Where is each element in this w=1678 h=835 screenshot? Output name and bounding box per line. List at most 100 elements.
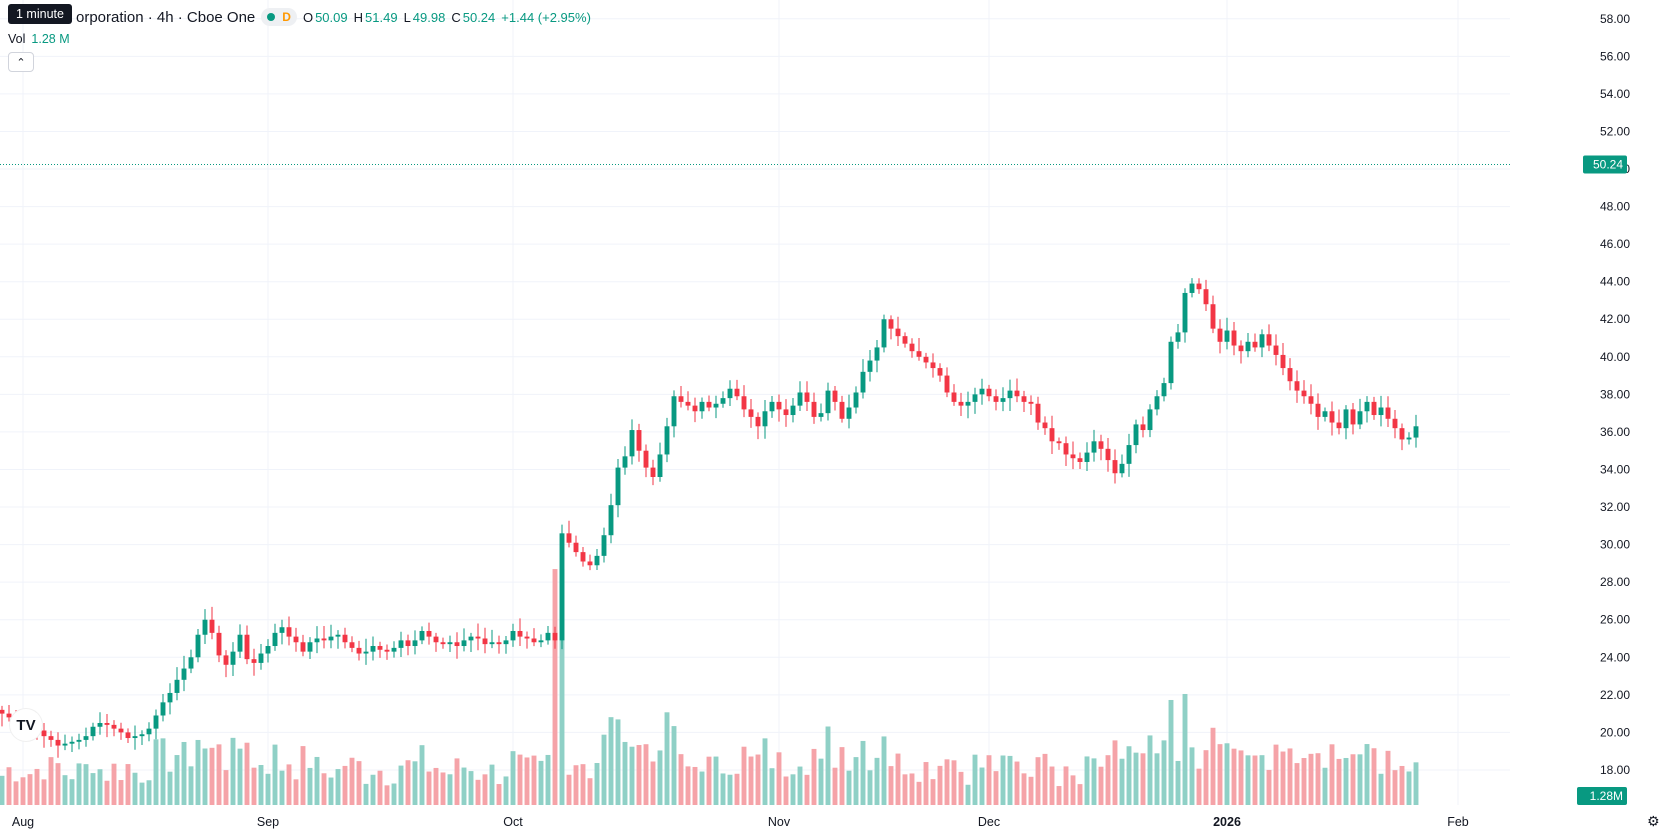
volume-bar [965,784,971,805]
volume-bar [440,772,446,805]
volume-bar [230,737,236,805]
last-volume-badge [1577,787,1627,805]
volume-bar [923,762,929,805]
close-value: 50.24 [462,9,496,25]
candle-body [216,632,222,656]
volume-bar [391,783,397,805]
candle-body [1112,460,1118,474]
volume-bar [657,750,663,805]
price-tick-label: 58.00 [1600,12,1630,26]
volume-bar [1238,750,1244,805]
volume-bar [307,767,313,805]
volume-bar [398,765,404,805]
candle-body [125,732,131,739]
volume-bar [83,764,89,805]
candle-body [783,409,789,416]
candle-body [937,368,943,376]
volume-bar [594,763,600,805]
volume-bar [769,768,775,805]
volume-bar [860,740,866,805]
candle-body [1007,390,1013,399]
price-tick-label: 46.00 [1600,237,1630,251]
candle-body [300,642,306,652]
volume-bar [1406,771,1412,805]
candle-body [902,336,908,344]
candle-body [426,630,432,637]
candle-body [167,692,173,703]
candle-body [377,646,383,650]
volume-bar [881,736,887,805]
candle-body [1336,422,1342,429]
volume-bar [559,569,565,805]
candle-body [573,542,579,553]
candle-body [1364,401,1370,412]
close-label: C [451,9,461,25]
candle-body [1385,407,1391,419]
volume-bar [944,759,950,805]
volume-bar [48,757,54,805]
candle-body [1252,341,1258,348]
candle-body [685,401,691,406]
volume-bar [174,755,180,805]
candle-body [1042,422,1048,429]
price-tick-label: 44.00 [1600,275,1630,289]
collapse-legend-button[interactable]: ⌃ [8,52,34,72]
volume-bar [1371,748,1377,805]
candle-body [881,319,887,348]
price-tick-label: 26.00 [1600,613,1630,627]
volume-bar [755,754,761,805]
candle-body [482,638,488,645]
candle-body [153,715,159,729]
candle-body [342,634,348,643]
volume-bar [1343,757,1349,805]
candle-body [349,642,355,648]
volume-bar [937,765,943,805]
candle-body [160,702,166,716]
volume-bar [1168,699,1174,805]
volume-bar [839,747,845,805]
candle-body [1000,398,1006,402]
volume-legend: Vol 1.28 M [8,32,70,46]
change-value: +1.44 (+2.95%) [501,9,591,25]
volume-bar [1252,755,1258,805]
price-tick-label: 42.00 [1600,312,1630,326]
candle-body [1049,428,1055,442]
volume-bar [258,765,264,805]
volume-bar [1175,760,1181,805]
candle-body [755,416,761,427]
low-value: 49.98 [412,9,446,25]
candle-body [720,398,726,404]
market-status[interactable]: D [261,8,297,26]
candle-body [62,743,68,746]
high-label: H [353,9,364,25]
price-axis: 58.0056.0054.0052.0050.0048.0046.0044.00… [0,12,1630,805]
candle-body [1350,409,1356,425]
symbol-title[interactable]: orporation · 4h · Cboe One [76,8,256,26]
volume-bar [622,741,628,805]
candle-body [916,351,922,357]
candle-body [1098,441,1104,449]
volume-bar [734,773,740,805]
volume-bar [314,756,320,805]
price-tick-label: 28.00 [1600,575,1630,589]
candle-body [566,533,572,543]
volume-bar [832,767,838,805]
candle-body [1189,283,1195,293]
volume-bar [419,745,425,805]
volume-bar [1364,744,1370,805]
volume-bar [1035,757,1041,805]
volume-bar [706,756,712,805]
price-tick-label: 40.00 [1600,350,1630,364]
candle-body [496,642,502,645]
candle-body [699,401,705,412]
volume-bar [867,770,873,805]
volume-bar [111,763,117,805]
volume-label: Vol [8,32,26,46]
volume-bar [986,755,992,805]
candle-body [370,646,376,652]
candle-body [860,371,866,393]
volume-bar [300,746,306,805]
settings-icon[interactable]: ⚙ [1647,813,1660,829]
tradingview-logo-icon[interactable]: TV [10,709,42,741]
